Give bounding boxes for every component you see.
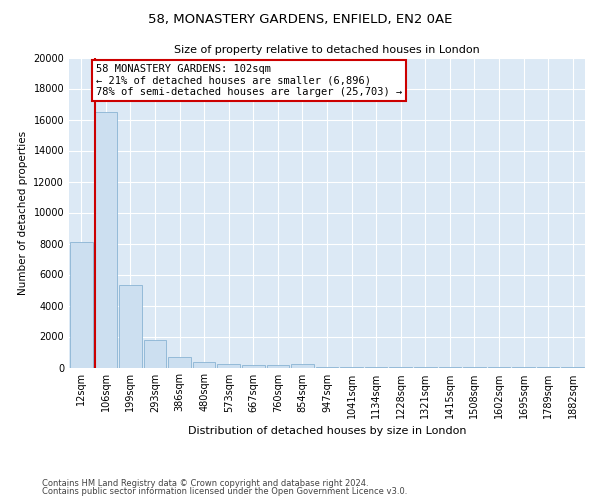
Bar [119,286,142,368]
Bar [291,364,314,368]
Bar [143,340,166,367]
Bar [193,362,215,368]
X-axis label: Distribution of detached houses by size in London: Distribution of detached houses by size … [188,426,466,436]
Text: Contains HM Land Registry data © Crown copyright and database right 2024.: Contains HM Land Registry data © Crown c… [42,478,368,488]
Bar [70,242,92,368]
Text: 58 MONASTERY GARDENS: 102sqm
← 21% of detached houses are smaller (6,896)
78% of: 58 MONASTERY GARDENS: 102sqm ← 21% of de… [96,64,402,97]
Text: Contains public sector information licensed under the Open Government Licence v3: Contains public sector information licen… [42,487,407,496]
Bar [242,365,265,368]
Y-axis label: Number of detached properties: Number of detached properties [18,130,28,294]
Bar [168,358,191,368]
Title: Size of property relative to detached houses in London: Size of property relative to detached ho… [174,46,480,56]
Text: 58, MONASTERY GARDENS, ENFIELD, EN2 0AE: 58, MONASTERY GARDENS, ENFIELD, EN2 0AE [148,12,452,26]
Bar [95,112,117,368]
Bar [217,364,240,368]
Bar [316,366,338,368]
Bar [266,365,289,368]
